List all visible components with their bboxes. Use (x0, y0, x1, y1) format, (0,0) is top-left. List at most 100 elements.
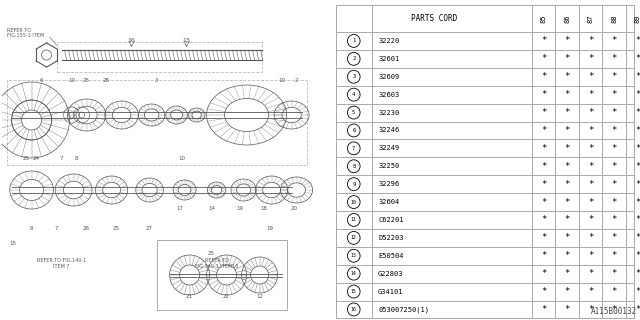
Text: 18: 18 (260, 206, 267, 211)
Text: 3: 3 (352, 74, 355, 79)
Text: *: * (588, 251, 593, 260)
Text: 8: 8 (352, 164, 355, 169)
Text: *: * (588, 269, 593, 278)
Text: *: * (635, 233, 640, 242)
Text: *: * (588, 233, 593, 242)
Text: *: * (635, 305, 640, 314)
Text: *: * (541, 233, 546, 242)
Text: 32249: 32249 (378, 145, 399, 151)
Text: *: * (588, 287, 593, 296)
Text: *: * (564, 72, 570, 81)
Text: *: * (541, 36, 546, 45)
Text: 10: 10 (178, 156, 185, 161)
Text: *: * (564, 108, 570, 117)
Text: *: * (611, 54, 617, 63)
Text: PARTS CORD: PARTS CORD (411, 14, 457, 23)
Text: *: * (541, 269, 546, 278)
Text: *: * (541, 180, 546, 189)
Text: 85: 85 (541, 14, 547, 23)
Text: *: * (611, 72, 617, 81)
Text: 7: 7 (352, 146, 355, 151)
Text: 8: 8 (30, 226, 33, 231)
Text: *: * (635, 72, 640, 81)
Text: REFER TO: REFER TO (205, 258, 228, 263)
Text: *: * (611, 215, 617, 224)
Text: *: * (635, 162, 640, 171)
Text: *: * (541, 54, 546, 63)
Text: *: * (588, 162, 593, 171)
Text: 25: 25 (23, 156, 30, 161)
Text: *: * (541, 144, 546, 153)
Text: *: * (635, 54, 640, 63)
Text: 32250: 32250 (378, 163, 399, 169)
Text: 25: 25 (208, 251, 215, 256)
Text: *: * (611, 144, 617, 153)
Text: A115B00132: A115B00132 (591, 307, 637, 316)
Text: *: * (564, 305, 570, 314)
Text: *: * (564, 162, 570, 171)
Text: 88: 88 (611, 14, 617, 23)
Text: 19: 19 (266, 226, 273, 231)
Text: *: * (541, 215, 546, 224)
Text: *: * (541, 162, 546, 171)
Text: *: * (635, 269, 640, 278)
Text: 9: 9 (352, 182, 355, 187)
Text: *: * (564, 36, 570, 45)
Text: *: * (541, 287, 546, 296)
Text: *: * (635, 144, 640, 153)
Text: 87: 87 (588, 14, 593, 23)
Text: REFER TO: REFER TO (6, 28, 31, 33)
Text: 20: 20 (291, 206, 298, 211)
Text: 25: 25 (113, 226, 120, 231)
Text: *: * (564, 54, 570, 63)
Text: *: * (541, 72, 546, 81)
Text: *: * (635, 251, 640, 260)
Bar (6, 80, 307, 165)
Text: *: * (588, 215, 593, 224)
Text: 24: 24 (33, 156, 40, 161)
Text: 89: 89 (635, 14, 640, 23)
Text: *: * (611, 197, 617, 206)
Text: 14: 14 (351, 271, 356, 276)
Text: *: * (635, 90, 640, 99)
Text: 27: 27 (146, 226, 153, 231)
Text: *: * (564, 197, 570, 206)
Text: 86: 86 (564, 14, 570, 23)
Text: *: * (635, 126, 640, 135)
Text: *: * (564, 215, 570, 224)
Text: 15: 15 (351, 289, 356, 294)
Text: *: * (564, 251, 570, 260)
Text: *: * (588, 90, 593, 99)
Text: 12: 12 (351, 235, 356, 240)
Text: 1: 1 (352, 38, 355, 44)
Text: 4: 4 (352, 92, 355, 97)
Text: 28: 28 (103, 78, 110, 83)
Text: G22803: G22803 (378, 271, 404, 277)
Text: 10: 10 (278, 78, 285, 83)
Text: *: * (541, 197, 546, 206)
Text: *: * (564, 90, 570, 99)
Text: 19: 19 (236, 206, 243, 211)
Text: *: * (541, 108, 546, 117)
Text: REFER TO FIG.140-1: REFER TO FIG.140-1 (37, 258, 86, 263)
Text: G34101: G34101 (378, 289, 404, 294)
Text: FIG.140-1 ITEM10: FIG.140-1 ITEM10 (195, 264, 238, 269)
Text: *: * (611, 108, 617, 117)
Text: *: * (564, 144, 570, 153)
Text: 2: 2 (295, 78, 298, 83)
Text: *: * (588, 180, 593, 189)
Text: *: * (541, 251, 546, 260)
Text: *: * (564, 287, 570, 296)
Bar (157, 240, 287, 310)
Text: *: * (564, 180, 570, 189)
Text: 13: 13 (351, 253, 356, 258)
Text: *: * (588, 197, 593, 206)
Text: 3: 3 (155, 78, 158, 83)
Text: 32246: 32246 (378, 127, 399, 133)
Text: *: * (611, 233, 617, 242)
Text: *: * (588, 144, 593, 153)
Text: *: * (611, 287, 617, 296)
Text: 22: 22 (223, 294, 230, 299)
Text: 32601: 32601 (378, 56, 399, 62)
Text: 32220: 32220 (378, 38, 399, 44)
